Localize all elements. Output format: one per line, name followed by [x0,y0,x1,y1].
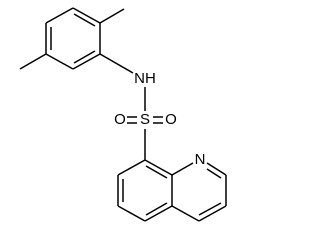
bonds [19,7,227,222]
atom-label: O [114,111,126,128]
atom-label: NH [134,70,156,87]
atom-label: S [140,111,150,128]
atom-label: N [195,151,206,168]
atom-label: O [165,111,177,128]
structure-diagram: NH S O O N [19,7,227,222]
